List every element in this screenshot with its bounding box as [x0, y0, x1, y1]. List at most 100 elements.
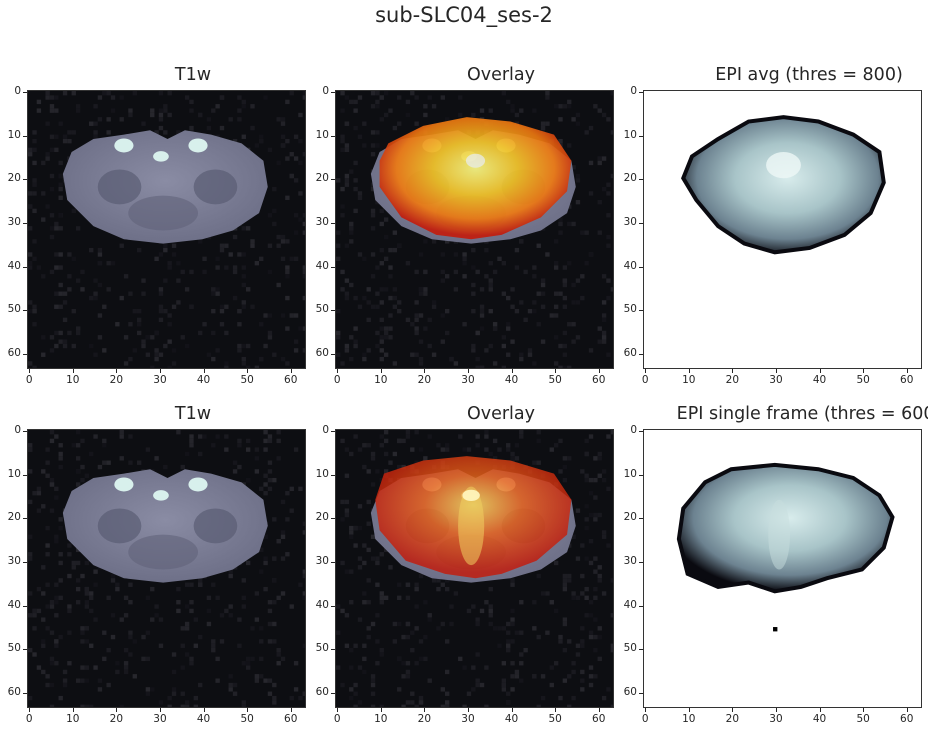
x-tick-mark — [555, 708, 557, 712]
y-tick-label: 60 — [315, 685, 329, 698]
x-tick-mark — [598, 708, 600, 712]
x-tick-label: 0 — [641, 374, 649, 386]
y-tick-label: 30 — [315, 215, 329, 228]
x-tick-mark — [72, 369, 74, 373]
x-tick-label: 10 — [682, 374, 696, 386]
y-tick-mark — [331, 353, 335, 355]
x-tick-mark — [380, 708, 382, 712]
y-tick-label: 50 — [315, 303, 329, 316]
y-tick-label: 20 — [7, 172, 21, 185]
x-tick-mark — [863, 369, 865, 373]
brain-image — [644, 430, 921, 707]
y-tick-label: 30 — [623, 554, 637, 567]
x-tick-mark — [598, 369, 600, 373]
x-tick-mark — [906, 369, 908, 373]
y-tick-mark — [331, 692, 335, 694]
x-tick-label: 40 — [196, 374, 211, 386]
x-tick-mark — [732, 708, 734, 712]
x-tick-mark — [159, 369, 161, 373]
panel-title: EPI avg (thres = 800) — [715, 65, 903, 85]
y-tick-mark — [23, 431, 27, 433]
y-tick-label: 40 — [315, 598, 329, 611]
y-tick-label: 20 — [7, 511, 21, 524]
y-tick-label: 50 — [7, 303, 21, 316]
x-tick-mark — [159, 708, 161, 712]
x-tick-label: 0 — [333, 374, 341, 386]
brain-tissue — [62, 130, 268, 244]
y-tick-mark — [23, 266, 27, 268]
y-tick-mark — [23, 135, 27, 137]
panel-title: Overlay — [466, 65, 536, 85]
y-tick-label: 10 — [7, 128, 21, 141]
y-tick-label: 40 — [7, 259, 21, 272]
y-tick-label: 0 — [322, 85, 329, 98]
y-tick-label: 50 — [7, 642, 21, 655]
panel-title: EPI single frame (thres = 600) — [676, 404, 928, 424]
y-tick-label: 40 — [623, 598, 637, 611]
y-tick-mark — [331, 179, 335, 181]
y-tick-label: 30 — [623, 215, 637, 228]
y-tick-mark — [639, 179, 643, 181]
overlay-image — [335, 90, 614, 369]
x-tick-mark — [819, 369, 821, 373]
y-tick-mark — [23, 353, 27, 355]
y-tick-mark — [331, 310, 335, 312]
x-tick-label: 30 — [461, 713, 475, 725]
y-tick-mark — [23, 561, 27, 563]
y-tick-label: 0 — [630, 85, 637, 98]
brain-image — [336, 430, 613, 707]
x-tick-label: 40 — [504, 374, 519, 386]
y-tick-label: 60 — [623, 346, 637, 359]
x-tick-label: 30 — [153, 374, 167, 386]
x-tick-label: 60 — [284, 374, 298, 386]
y-tick-label: 10 — [623, 128, 637, 141]
panel-epi-avg: EPI avg (thres = 800) 0 0 10 10 20 20 30 30 40 40… — [624, 65, 928, 410]
panel-title: T1w — [174, 404, 212, 424]
y-tick-mark — [639, 605, 643, 607]
x-tick-label: 20 — [725, 713, 740, 725]
activation-overlay — [379, 117, 572, 240]
y-tick-label: 0 — [630, 424, 637, 437]
panel-t1w-bottom: T1w 0 0 10 10 20 20 30 30 40 40 50 50 60 60 — [8, 404, 359, 749]
y-tick-label: 40 — [315, 259, 329, 272]
x-tick-mark — [555, 369, 557, 373]
x-tick-label: 0 — [25, 713, 33, 725]
x-tick-mark — [775, 369, 777, 373]
x-tick-label: 10 — [374, 713, 388, 725]
x-tick-label: 0 — [333, 713, 341, 725]
panel-overlay-top: Overlay 0 0 10 10 20 20 30 30 40 40 50 50 60 60 — [316, 65, 667, 410]
t1w-image — [27, 90, 306, 369]
x-tick-label: 60 — [900, 374, 914, 386]
y-tick-mark — [331, 222, 335, 224]
x-tick-mark — [29, 369, 31, 373]
y-tick-label: 20 — [315, 172, 329, 185]
y-tick-label: 10 — [623, 467, 637, 480]
x-tick-label: 60 — [284, 713, 298, 725]
x-tick-label: 50 — [240, 374, 254, 386]
y-tick-mark — [639, 692, 643, 694]
x-tick-mark — [290, 369, 292, 373]
x-tick-label: 30 — [153, 713, 167, 725]
y-tick-label: 40 — [7, 598, 21, 611]
y-tick-mark — [331, 92, 335, 94]
t1w-image — [27, 429, 306, 708]
x-tick-label: 30 — [461, 374, 475, 386]
x-tick-label: 50 — [240, 713, 254, 725]
x-tick-label: 0 — [641, 713, 649, 725]
y-tick-label: 60 — [623, 685, 637, 698]
y-tick-mark — [331, 518, 335, 520]
brain-image — [336, 91, 613, 368]
x-tick-mark — [116, 369, 118, 373]
y-tick-mark — [23, 518, 27, 520]
x-tick-mark — [863, 708, 865, 712]
brain-tissue — [62, 469, 268, 583]
x-tick-mark — [203, 369, 205, 373]
y-tick-mark — [23, 649, 27, 651]
x-tick-label: 60 — [900, 713, 914, 725]
y-tick-mark — [639, 135, 643, 137]
panel-t1w-top: T1w 0 0 10 10 20 20 30 30 40 40 50 50 60 60 — [8, 65, 359, 410]
x-tick-mark — [290, 708, 292, 712]
x-tick-label: 50 — [548, 374, 562, 386]
x-tick-mark — [688, 708, 690, 712]
y-tick-label: 0 — [322, 424, 329, 437]
